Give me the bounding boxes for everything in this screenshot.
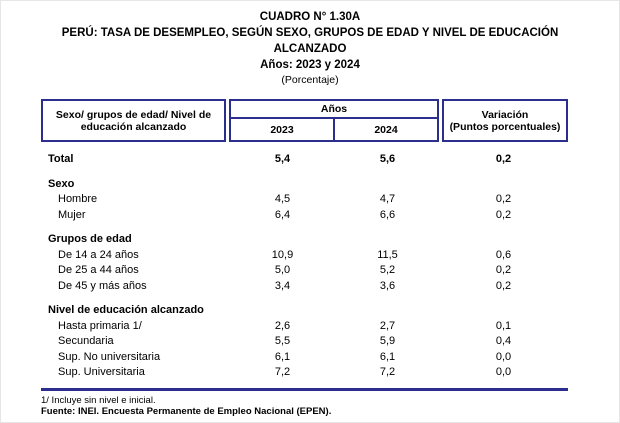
footnotes: 1/ Incluye sin nivel e inicial. Fuente: … <box>41 395 619 417</box>
table-row-secundaria: Secundaria 5,5 5,9 0,4 <box>41 334 568 350</box>
table-row-hombre: Hombre 4,5 4,7 0,2 <box>41 192 568 208</box>
value-2024: 6,6 <box>379 208 396 221</box>
header-category-column: Sexo/ grupos de edad/ Nivel de educación… <box>41 99 226 142</box>
value-variation: 0,2 <box>495 208 512 221</box>
value-2024 <box>336 177 439 193</box>
value-2023 <box>229 177 336 193</box>
value-2024: 6,1 <box>379 350 396 363</box>
header-years-cells: 2023 2024 <box>231 119 437 140</box>
table-header: Sexo/ grupos de edad/ Nivel de educación… <box>41 99 568 142</box>
value-2024 <box>336 303 439 319</box>
value-2024: 5,2 <box>379 264 396 276</box>
header-years-group: Años 2023 2024 <box>229 99 439 142</box>
value-2023: 4,5 <box>274 193 291 205</box>
value-2024: 5,6 <box>379 153 396 165</box>
value-variation: 0,2 <box>495 193 512 205</box>
table-row-sup-no-universitaria: Sup. No universitaria 6,1 6,1 0,0 <box>41 350 568 366</box>
value-variation <box>439 303 568 319</box>
value-2023: 2,6 <box>274 319 291 332</box>
value-variation: 0,2 <box>495 279 512 292</box>
value-2024 <box>336 232 439 248</box>
row-label: De 25 a 44 años <box>58 264 139 276</box>
table-row-de-45-y-más-años: De 45 y más años 3,4 3,6 0,2 <box>41 279 568 295</box>
value-2024: 4,7 <box>379 193 396 205</box>
value-2023: 5,4 <box>274 153 291 165</box>
value-variation: 0,1 <box>495 319 512 332</box>
value-variation: 0,2 <box>495 153 512 165</box>
header-variation-column: Variación (Puntos porcentuales) <box>442 99 568 142</box>
value-variation: 0,0 <box>495 366 512 378</box>
source-credit: Fuente: INEI. Encuesta Permanente de Emp… <box>41 405 332 417</box>
value-variation: 0,0 <box>495 350 512 363</box>
value-variation <box>439 177 568 193</box>
row-label: Grupos de edad <box>48 233 132 245</box>
unit-subtitle: (Porcentaje) <box>281 74 339 86</box>
value-variation: 0,2 <box>495 264 512 276</box>
table-row-de-25-a-44-años: De 25 a 44 años 5,0 5,2 0,2 <box>41 263 568 279</box>
footnote-1: 1/ Incluye sin nivel e inicial. <box>41 394 156 406</box>
row-label: Sup. Universitaria <box>58 366 145 378</box>
table-body: Total 5,4 5,6 0,2 Sexo Hombre 4,5 4,7 0,2 Mujer 6,… <box>41 142 568 391</box>
row-label: Sup. No universitaria <box>58 350 161 363</box>
row-label: De 45 y más años <box>58 279 147 292</box>
row-label: Mujer <box>58 208 86 221</box>
header-year-2023: 2023 <box>270 123 294 136</box>
value-2024: 3,6 <box>379 279 396 292</box>
table-row-sup-universitaria: Sup. Universitaria 7,2 7,2 0,0 <box>41 365 568 381</box>
table-row-mujer: Mujer 6,4 6,6 0,2 <box>41 208 568 224</box>
value-2024: 2,7 <box>379 319 396 332</box>
value-variation: 0,4 <box>495 335 512 347</box>
value-2023: 5,5 <box>274 335 291 347</box>
row-label: Nivel de educación alcanzado <box>48 304 204 316</box>
title-block: CUADRO N° 1.30A PERÚ: TASA DE DESEMPLEO,… <box>1 1 619 87</box>
table-row-sexo: Sexo <box>41 177 568 193</box>
page-title-2: ALCANZADO <box>273 43 347 55</box>
row-label: De 14 a 24 años <box>58 248 139 261</box>
table-number: CUADRO N° 1.30A <box>259 11 361 23</box>
value-2023: 6,1 <box>274 350 291 363</box>
value-2024: 11,5 <box>377 248 398 261</box>
value-2024: 7,2 <box>379 366 396 378</box>
table-row-total: Total 5,4 5,6 0,2 <box>41 152 568 168</box>
value-2023: 3,4 <box>274 279 291 292</box>
row-label: Hasta primaria 1/ <box>58 319 142 332</box>
value-variation <box>439 232 568 248</box>
years-subtitle: Años: 2023 y 2024 <box>260 59 360 71</box>
table-row-hasta-primaria-1: Hasta primaria 1/2,6 2,7 0,1 <box>41 319 568 335</box>
value-2024: 5,9 <box>379 335 396 347</box>
value-2023: 10,9 <box>271 248 294 261</box>
value-2023: 7,2 <box>274 366 291 378</box>
row-label: Sexo <box>48 177 75 190</box>
page-title: PERÚ: TASA DE DESEMPLEO, SEGÚN SEXO, GRU… <box>61 27 559 39</box>
value-2023: 5,0 <box>274 264 291 276</box>
row-label: Total <box>48 153 74 165</box>
value-2023 <box>229 232 336 248</box>
value-variation: 0,6 <box>495 248 512 261</box>
header-year-2024: 2024 <box>333 119 437 140</box>
table-row-nivel-de-educación-alcanzado: Nivel de educación alcanzado <box>41 303 568 319</box>
header-variation-unit-label: (Puntos porcentuales) <box>449 120 561 133</box>
header-years-label: Años <box>231 101 437 119</box>
statistics-table: Sexo/ grupos de edad/ Nivel de educación… <box>41 99 568 391</box>
value-2023 <box>229 303 336 319</box>
table-row-de-14-a-24-años: De 14 a 24 años 10,9 11,5 0,6 <box>41 248 568 264</box>
table-row-grupos-de-edad: Grupos de edad <box>41 232 568 248</box>
row-label: Secundaria <box>58 335 114 347</box>
header-variation-label: Variación <box>481 108 529 121</box>
row-label: Hombre <box>58 193 98 205</box>
value-2023: 6,4 <box>274 208 291 221</box>
